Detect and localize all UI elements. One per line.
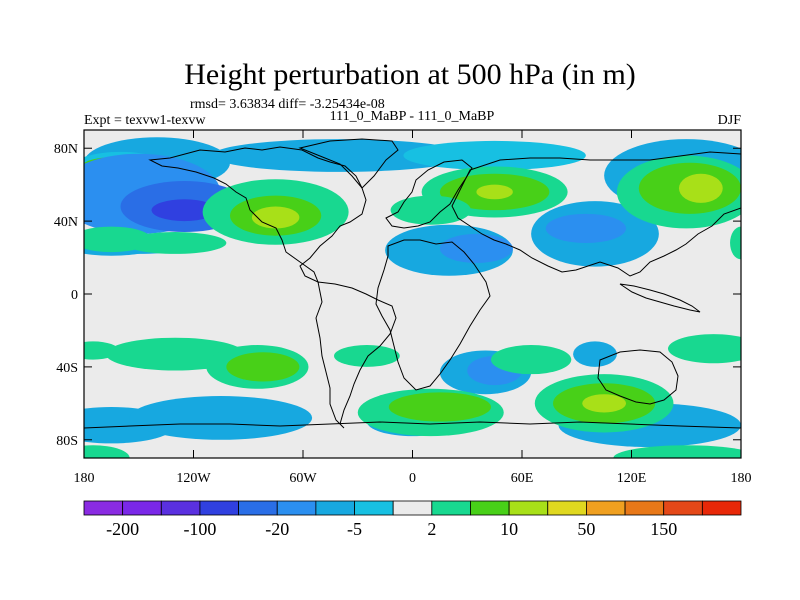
- coastline-africa: [375, 239, 491, 391]
- y-tick-label-4: 80S: [56, 434, 78, 449]
- colorbar-label-0: -200: [106, 519, 139, 539]
- x-tick-label-4: 60E: [511, 471, 534, 486]
- contour-region-39: [334, 345, 400, 367]
- colorbar-swatch-4: [238, 500, 278, 516]
- y-tick-label-2: 0: [71, 288, 78, 303]
- contour-region-47: [668, 334, 741, 364]
- coastline-north-america: [148, 146, 367, 283]
- colorbar-swatch-15: [663, 500, 703, 516]
- contour-region-30: [390, 195, 471, 225]
- y-tick-label-0: 80N: [54, 142, 78, 157]
- coastlines: [84, 138, 741, 429]
- colorbar-swatch-6: [315, 500, 355, 516]
- contour-region-34: [730, 226, 741, 260]
- stats-line: rmsd= 3.63834 diff= -3.25434e-08: [190, 97, 385, 112]
- colorbar-swatch-13: [586, 500, 626, 516]
- y-tick-label-3: 40S: [56, 361, 78, 376]
- contour-region-11: [439, 233, 513, 264]
- contour-region-43: [388, 392, 491, 422]
- x-tick-label-3: 0: [409, 471, 416, 486]
- colorbar-swatch-9: [431, 500, 471, 516]
- contour-region-13: [545, 213, 627, 243]
- y-tick-label-1: 40N: [54, 215, 78, 230]
- colorbar-label-2: -20: [265, 519, 289, 539]
- colorbar-swatch-10: [470, 500, 510, 516]
- contour-region-46: [582, 394, 627, 413]
- x-tick-label-1: 120W: [176, 471, 211, 486]
- center-label: 111_0_MaBP - 111_0_MaBP: [330, 109, 495, 124]
- x-tick-label-2: 60W: [289, 471, 317, 486]
- colorbar-label-5: 10: [500, 519, 518, 539]
- contour-region-24: [251, 206, 300, 229]
- coastline-greenland: [298, 138, 399, 189]
- contour-region-38: [226, 352, 300, 382]
- x-tick-label-5: 120E: [617, 471, 647, 486]
- colorbar-swatch-7: [354, 500, 394, 516]
- colorbar-label-7: 150: [650, 519, 677, 539]
- right-label: DJF: [718, 113, 742, 128]
- colorbar-swatch-3: [199, 500, 239, 516]
- colorbar-swatch-12: [547, 500, 587, 516]
- colorbar-swatch-2: [160, 500, 201, 516]
- colorbar-swatch-5: [276, 500, 317, 516]
- left-label: Expt = texvw1-texvw: [84, 113, 206, 128]
- colorbar-swatch-16: [701, 500, 742, 516]
- colorbar-label-1: -100: [183, 519, 216, 539]
- contour-region-26: [124, 232, 227, 254]
- x-tick-label-0: 180: [74, 471, 95, 486]
- colorbar-label-4: 2: [427, 519, 436, 539]
- colorbar-swatch-0: [83, 500, 124, 516]
- x-tick-label-6: 180: [731, 471, 752, 486]
- chart-title: Height perturbation at 500 hPa (in m): [184, 58, 636, 91]
- coastline-south-america: [315, 281, 397, 429]
- colorbar-swatch-11: [508, 500, 549, 516]
- contour-region-7: [403, 140, 586, 171]
- coastline-antarctica: [84, 421, 741, 429]
- contour-region-48: [84, 445, 130, 458]
- contour-region-49: [613, 445, 741, 458]
- axis-ticks: 180 120W 60W 0 60E 120E 180 80N 40N 0 40S 80S: [54, 130, 752, 486]
- coastline-maritime: [619, 283, 701, 313]
- contour-region-5: [151, 199, 218, 222]
- colorbar-swatch-8: [392, 500, 433, 516]
- colorbar-label-6: 50: [577, 519, 595, 539]
- colorbar-label-3: -5: [347, 519, 362, 539]
- contour-region-33: [678, 173, 723, 203]
- colorbar-swatch-14: [624, 500, 665, 516]
- contour-region-21: [573, 341, 617, 367]
- coastline-asia: [451, 151, 741, 277]
- contour-region-40: [490, 345, 572, 375]
- colorbar-swatch-1: [122, 500, 162, 516]
- coastline-australia: [597, 349, 679, 405]
- contour-region-16: [129, 396, 313, 440]
- contour-fields: [84, 137, 741, 458]
- colorbar: -200 -100 -20 -5 2 10 50 150: [83, 500, 742, 539]
- contour-region-29: [476, 184, 513, 200]
